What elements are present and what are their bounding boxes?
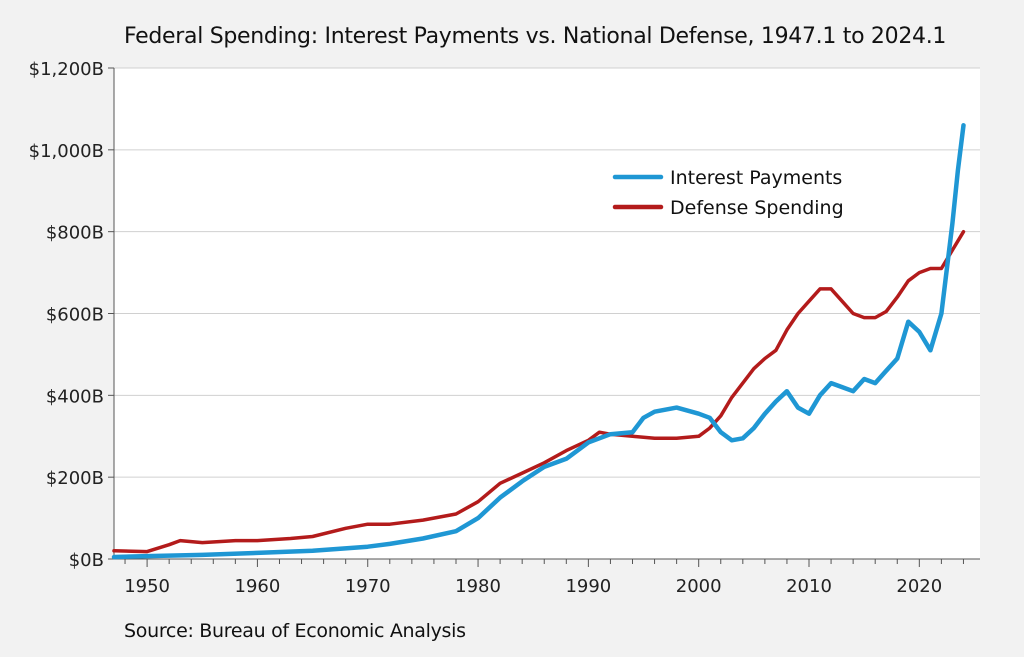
y-tick-label: $800B: [46, 223, 104, 244]
chart-title: Federal Spending: Interest Payments vs. …: [124, 24, 947, 49]
chart-source: Source: Bureau of Economic Analysis: [124, 620, 466, 642]
x-tick-label: 1970: [345, 576, 391, 597]
x-tick-label: 1960: [235, 576, 281, 597]
axes: $0B $200B $400B $600B $800B $1,000B $1,200B 195…: [29, 59, 980, 597]
y-tick-label: $200B: [46, 468, 104, 489]
y-tick-label: $400B: [46, 386, 104, 407]
y-tick-label: $1,000B: [29, 141, 104, 162]
legend: Interest Payments Defense Spending: [612, 167, 844, 219]
y-tick-label: $600B: [46, 305, 104, 326]
legend-label: Defense Spending: [670, 197, 844, 219]
y-tick-label: $1,200B: [29, 59, 104, 80]
legend-label: Interest Payments: [670, 167, 842, 189]
x-tick-label: 2010: [786, 576, 832, 597]
x-tick-label: 1950: [124, 576, 170, 597]
series-line-defense-spending: [112, 229, 966, 554]
grid-lines: [114, 67, 980, 478]
x-tick-label: 1990: [565, 576, 611, 597]
x-tick-label: 2020: [896, 576, 942, 597]
x-tick-label: 2000: [676, 576, 722, 597]
series-line-interest-payments: [111, 123, 966, 560]
x-tick-label: 1980: [455, 576, 501, 597]
y-tick-label: $0B: [69, 550, 104, 571]
series-lines: [111, 123, 966, 560]
